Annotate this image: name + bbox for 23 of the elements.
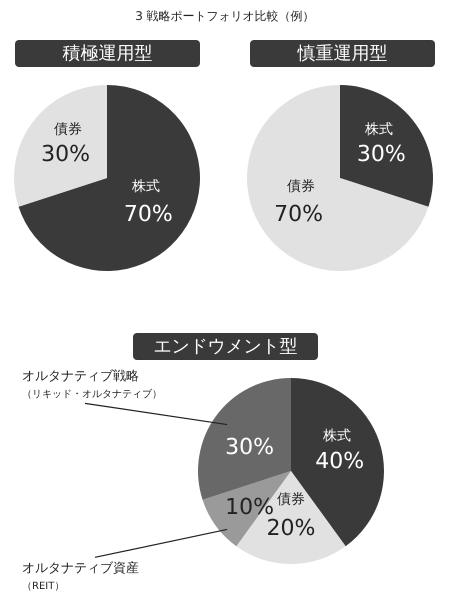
chart-title: エンドウメント型 — [133, 333, 318, 360]
slice-label: 債券 — [277, 491, 305, 508]
slice-label: オルタナティブ資産（REIT） — [22, 560, 139, 594]
chart-title: 慎重運用型 — [250, 40, 435, 67]
pie-slice — [14, 85, 107, 207]
text: 3 戦略ポートフォリオ比較（例） — [134, 8, 316, 25]
data-label: 30% — [225, 434, 274, 460]
data-label: 30% — [356, 142, 406, 167]
pie-slice — [247, 85, 428, 271]
slice-label: 株式 — [131, 178, 160, 194]
chart-title: 積極運用型 — [15, 40, 200, 67]
slice-label: 株式 — [364, 122, 394, 138]
slice-label: オルタナティブ戦略（リキッド・オルタナティブ） — [22, 368, 162, 402]
data-label: 70% — [274, 202, 324, 228]
data-label: 20% — [266, 516, 316, 542]
slice-label: 株式 — [322, 428, 351, 444]
pie-slice — [18, 85, 200, 271]
data-label: 40% — [315, 449, 364, 474]
slice-label: 債券 — [54, 122, 82, 138]
pie-slice — [340, 85, 433, 207]
data-label: 30% — [41, 142, 90, 167]
slice-label: 債券 — [286, 178, 315, 194]
data-label: 70% — [124, 202, 173, 228]
